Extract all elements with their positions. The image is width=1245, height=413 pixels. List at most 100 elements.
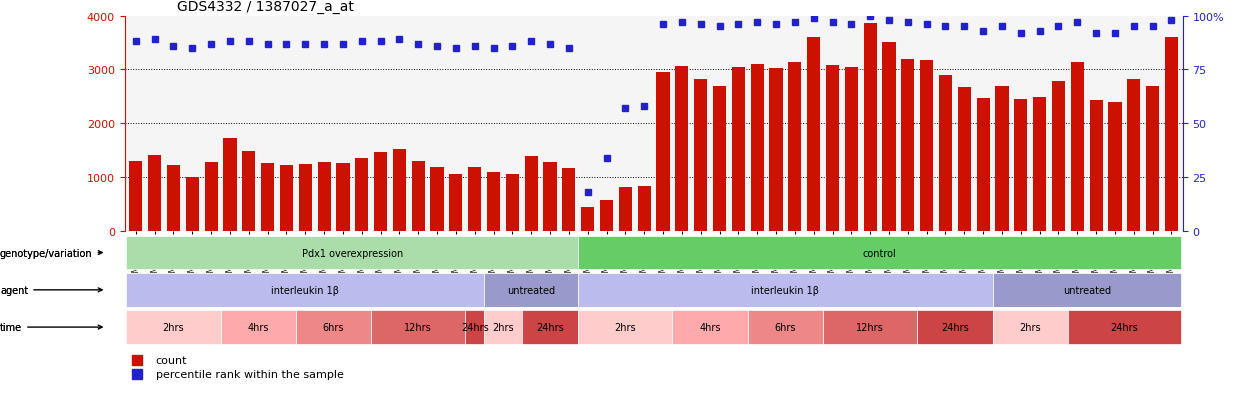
Text: 6hrs: 6hrs <box>774 322 797 332</box>
Text: genotype/variation: genotype/variation <box>0 248 102 258</box>
Bar <box>431 167 443 231</box>
Bar <box>1015 100 1027 231</box>
Text: interleukin 1β: interleukin 1β <box>752 285 819 295</box>
FancyBboxPatch shape <box>296 311 371 344</box>
Bar <box>524 157 538 231</box>
Bar <box>468 168 482 231</box>
Text: agent: agent <box>0 285 29 295</box>
FancyBboxPatch shape <box>748 311 823 344</box>
Bar <box>204 163 218 231</box>
FancyBboxPatch shape <box>992 311 1068 344</box>
Text: 4hrs: 4hrs <box>248 322 269 332</box>
Bar <box>1127 79 1140 231</box>
Text: interleukin 1β: interleukin 1β <box>271 285 340 295</box>
FancyBboxPatch shape <box>466 311 484 344</box>
Bar <box>563 169 575 231</box>
FancyBboxPatch shape <box>220 311 296 344</box>
Bar <box>505 174 519 231</box>
FancyBboxPatch shape <box>579 273 992 307</box>
Text: 6hrs: 6hrs <box>322 322 345 332</box>
Bar <box>1071 63 1084 231</box>
Bar <box>769 69 783 231</box>
Bar <box>656 72 670 231</box>
Bar <box>129 161 142 231</box>
Bar <box>1033 97 1046 231</box>
Bar <box>883 43 895 231</box>
Bar <box>600 200 613 231</box>
Bar <box>976 99 990 231</box>
FancyBboxPatch shape <box>127 311 220 344</box>
Text: 2hrs: 2hrs <box>163 322 184 332</box>
Text: 24hrs: 24hrs <box>1111 322 1138 332</box>
FancyBboxPatch shape <box>1068 311 1180 344</box>
FancyBboxPatch shape <box>579 311 672 344</box>
Bar <box>167 166 181 231</box>
Bar <box>619 187 632 231</box>
Bar <box>864 24 876 231</box>
FancyBboxPatch shape <box>127 273 484 307</box>
Bar <box>223 138 237 231</box>
Bar <box>637 187 651 231</box>
Bar <box>186 178 199 231</box>
Text: 4hrs: 4hrs <box>700 322 721 332</box>
Bar <box>487 172 500 231</box>
Text: 2hrs: 2hrs <box>1020 322 1041 332</box>
FancyBboxPatch shape <box>484 311 522 344</box>
Bar <box>374 152 387 231</box>
Text: 2hrs: 2hrs <box>615 322 636 332</box>
Text: untreated: untreated <box>507 285 555 295</box>
Text: 24hrs: 24hrs <box>537 322 564 332</box>
Bar <box>449 174 462 231</box>
Text: GDS4332 / 1387027_a_at: GDS4332 / 1387027_a_at <box>177 0 355 14</box>
Bar <box>788 63 802 231</box>
Bar <box>317 163 331 231</box>
Bar <box>807 38 820 231</box>
Bar <box>1089 101 1103 231</box>
FancyBboxPatch shape <box>522 311 579 344</box>
Bar <box>336 164 350 231</box>
Bar <box>920 61 934 231</box>
FancyBboxPatch shape <box>992 273 1180 307</box>
Text: control: control <box>863 248 896 258</box>
FancyBboxPatch shape <box>371 311 466 344</box>
Bar <box>243 151 255 231</box>
Bar <box>713 87 726 231</box>
Bar <box>695 79 707 231</box>
Bar <box>393 150 406 231</box>
Bar <box>1052 82 1064 231</box>
Bar <box>261 164 274 231</box>
Text: agent: agent <box>0 285 102 295</box>
Bar <box>355 159 369 231</box>
Text: genotype/variation: genotype/variation <box>0 248 92 258</box>
Bar <box>1165 38 1178 231</box>
Bar <box>148 156 161 231</box>
Bar <box>996 86 1008 231</box>
FancyBboxPatch shape <box>672 311 748 344</box>
Text: Pdx1 overexpression: Pdx1 overexpression <box>301 248 403 258</box>
Bar <box>957 88 971 231</box>
Text: untreated: untreated <box>1063 285 1111 295</box>
FancyBboxPatch shape <box>484 273 579 307</box>
Bar <box>581 207 594 231</box>
Bar <box>751 65 763 231</box>
Bar <box>280 166 293 231</box>
Text: 24hrs: 24hrs <box>461 322 488 332</box>
Text: time: time <box>0 322 102 332</box>
Bar <box>845 68 858 231</box>
FancyBboxPatch shape <box>823 311 918 344</box>
Bar <box>901 59 914 231</box>
Bar <box>299 165 311 231</box>
Bar <box>1147 86 1159 231</box>
Bar <box>675 67 688 231</box>
Bar <box>732 68 745 231</box>
Bar <box>412 162 425 231</box>
FancyBboxPatch shape <box>127 236 579 270</box>
Text: 12hrs: 12hrs <box>857 322 884 332</box>
Text: 2hrs: 2hrs <box>492 322 514 332</box>
Bar <box>1108 103 1122 231</box>
Text: percentile rank within the sample: percentile rank within the sample <box>156 369 344 379</box>
Bar <box>939 76 952 231</box>
Text: count: count <box>156 356 187 366</box>
FancyBboxPatch shape <box>918 311 992 344</box>
Bar <box>825 66 839 231</box>
